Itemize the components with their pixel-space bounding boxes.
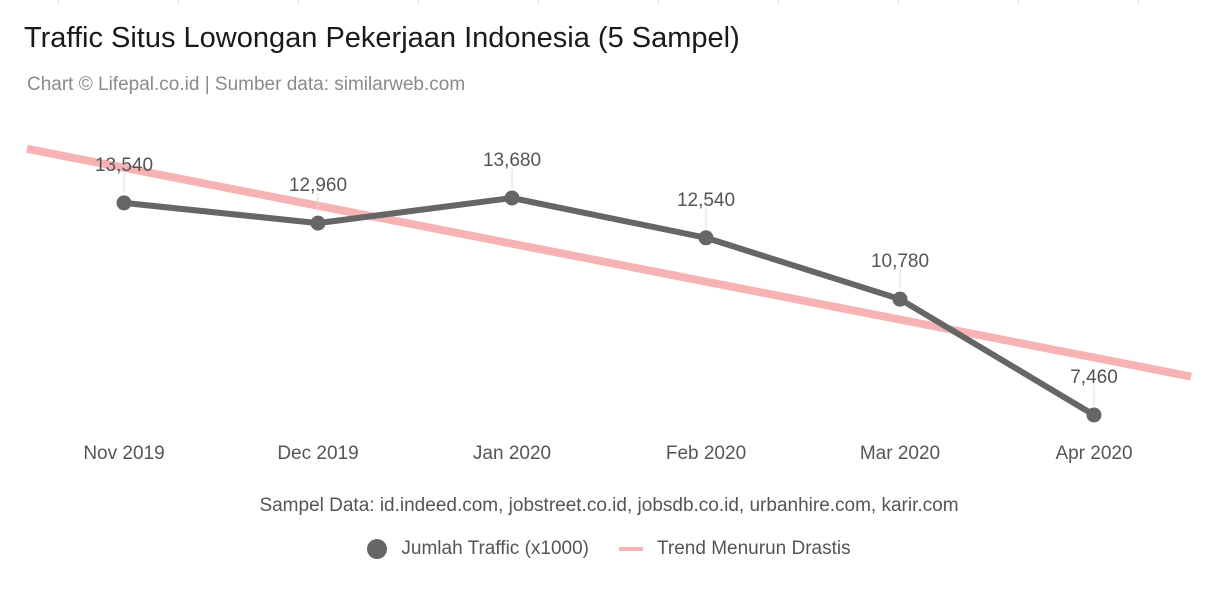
data-point — [698, 230, 714, 246]
data-point — [310, 215, 326, 231]
top-edge-tick — [1138, 0, 1139, 4]
trend-line — [26, 144, 1192, 381]
legend-dot-icon — [367, 539, 388, 559]
legend-label-series: Jumlah Traffic (x1000) — [401, 538, 590, 559]
data-label: 13,540 — [95, 155, 153, 176]
chart-legend: Jumlah Traffic (x1000) Trend Menurun Dra… — [0, 538, 1218, 560]
top-edge-tick — [658, 0, 659, 4]
top-edge-tick — [778, 0, 779, 4]
data-label: 12,540 — [677, 190, 735, 211]
top-edge-tick — [538, 0, 539, 4]
data-point — [116, 195, 132, 211]
data-point — [892, 291, 908, 307]
data-point — [504, 190, 520, 206]
top-edge-tick — [298, 0, 299, 4]
data-point — [1086, 407, 1102, 423]
data-label: 7,460 — [1070, 367, 1118, 388]
data-label: 10,780 — [871, 251, 929, 272]
series-line-jumlah-traffic — [121, 195, 1097, 418]
data-label: 12,960 — [289, 175, 347, 196]
legend-item-series[interactable]: Jumlah Traffic (x1000) — [367, 538, 589, 560]
top-edge-tick — [898, 0, 899, 4]
data-label: 13,680 — [483, 150, 541, 171]
chart-title: Traffic Situs Lowongan Pekerjaan Indones… — [24, 22, 740, 54]
legend-label-trend: Trend Menurun Drastis — [657, 538, 851, 559]
top-edge-tick — [58, 0, 59, 4]
x-tick-label: Mar 2020 — [860, 443, 940, 464]
x-tick-label: Nov 2019 — [83, 443, 164, 464]
legend-line-icon — [619, 547, 644, 551]
legend-item-trend[interactable]: Trend Menurun Drastis — [619, 538, 851, 560]
top-edge-tick — [178, 0, 179, 4]
x-tick-label: Dec 2019 — [277, 443, 358, 464]
x-tick-label: Feb 2020 — [666, 443, 746, 464]
x-tick-label: Apr 2020 — [1055, 443, 1132, 464]
sample-data-note: Sampel Data: id.indeed.com, jobstreet.co… — [259, 495, 959, 516]
top-edge-tick — [1018, 0, 1019, 4]
x-tick-label: Jan 2020 — [473, 443, 551, 464]
top-edge-tick — [418, 0, 419, 4]
chart-subtitle: Chart © Lifepal.co.id | Sumber data: sim… — [27, 74, 466, 95]
